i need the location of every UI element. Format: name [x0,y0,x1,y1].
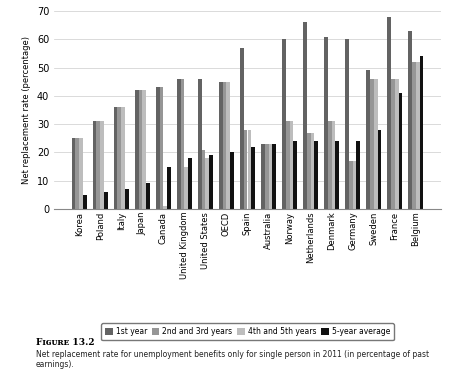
Bar [104,192,108,209]
Bar [163,206,167,209]
Bar [251,147,255,209]
Bar [100,121,104,209]
Bar [244,130,248,209]
Bar [419,56,423,209]
Bar [93,121,96,209]
Bar [248,130,251,209]
Bar [408,31,412,209]
Bar [328,121,332,209]
Bar [290,121,293,209]
Bar [374,79,378,209]
Bar [416,62,419,209]
Bar [83,195,87,209]
Bar [188,158,192,209]
Text: Net replacement rate for unemployment benefits only for single person in 2011 (i: Net replacement rate for unemployment be… [36,350,429,369]
Bar [412,62,416,209]
Bar [310,133,315,209]
Bar [282,40,286,209]
Bar [79,138,83,209]
Bar [366,70,370,209]
Y-axis label: Net replacement rate (percentage): Net replacement rate (percentage) [22,36,31,184]
Bar [209,155,213,209]
Bar [146,184,150,209]
Bar [332,121,335,209]
Bar [142,90,146,209]
Bar [315,141,318,209]
Bar [156,87,160,209]
Bar [205,158,209,209]
Bar [180,79,184,209]
Bar [177,79,180,209]
Bar [353,161,356,209]
Bar [261,144,265,209]
Bar [219,82,223,209]
Bar [335,141,339,209]
Bar [293,141,297,209]
Bar [395,79,399,209]
Bar [286,121,290,209]
Bar [198,79,202,209]
Bar [96,121,100,209]
Legend: 1st year, 2nd and 3rd years, 4th and 5th years, 5-year average: 1st year, 2nd and 3rd years, 4th and 5th… [101,323,394,340]
Bar [202,150,205,209]
Bar [399,93,402,209]
Bar [230,153,234,209]
Bar [76,138,79,209]
Bar [184,166,188,209]
Bar [269,144,272,209]
Bar [303,22,307,209]
Bar [349,161,353,209]
Bar [114,107,117,209]
Bar [391,79,395,209]
Bar [167,166,171,209]
Bar [387,17,391,209]
Bar [272,144,276,209]
Bar [265,144,269,209]
Text: Fɪɢᴜʀᴇ 13.2: Fɪɢᴜʀᴇ 13.2 [36,338,94,347]
Bar [223,82,226,209]
Bar [139,90,142,209]
Bar [345,40,349,209]
Bar [240,48,244,209]
Bar [370,79,374,209]
Bar [117,107,121,209]
Bar [226,82,230,209]
Bar [121,107,125,209]
Bar [135,90,139,209]
Bar [378,130,381,209]
Bar [356,141,360,209]
Bar [324,37,328,209]
Bar [125,189,129,209]
Bar [160,87,163,209]
Bar [307,133,310,209]
Bar [72,138,76,209]
